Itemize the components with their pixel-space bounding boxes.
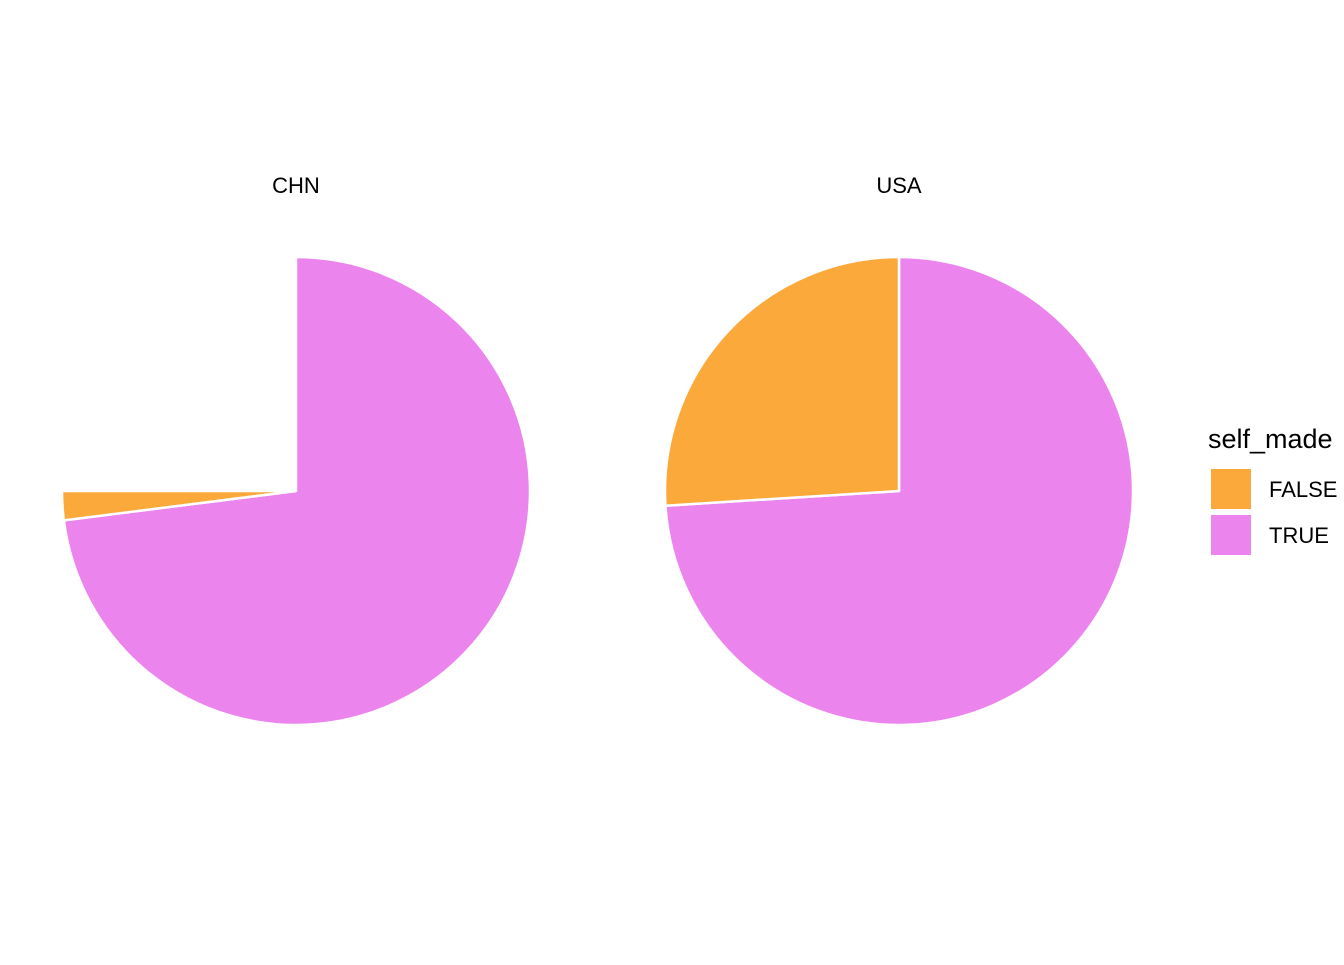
pie-slice-chn-false: [60, 489, 298, 522]
legend-title: self_made: [1208, 424, 1333, 454]
pie-chn: [60, 255, 532, 727]
legend-label-false: FALSE: [1269, 477, 1337, 502]
legend-key-false: [1211, 469, 1251, 509]
legend: self_made FALSE TRUE: [1208, 424, 1337, 555]
pie-slice-usa-false: [663, 255, 901, 507]
legend-label-true: TRUE: [1269, 523, 1329, 548]
facet-label-chn: CHN: [272, 173, 320, 198]
facet-label-usa: USA: [876, 173, 922, 198]
pie-usa: [663, 255, 1135, 727]
facet-panel-usa: USA: [663, 173, 1135, 727]
facet-panel-chn: CHN: [60, 173, 532, 727]
legend-key-true: [1211, 515, 1251, 555]
